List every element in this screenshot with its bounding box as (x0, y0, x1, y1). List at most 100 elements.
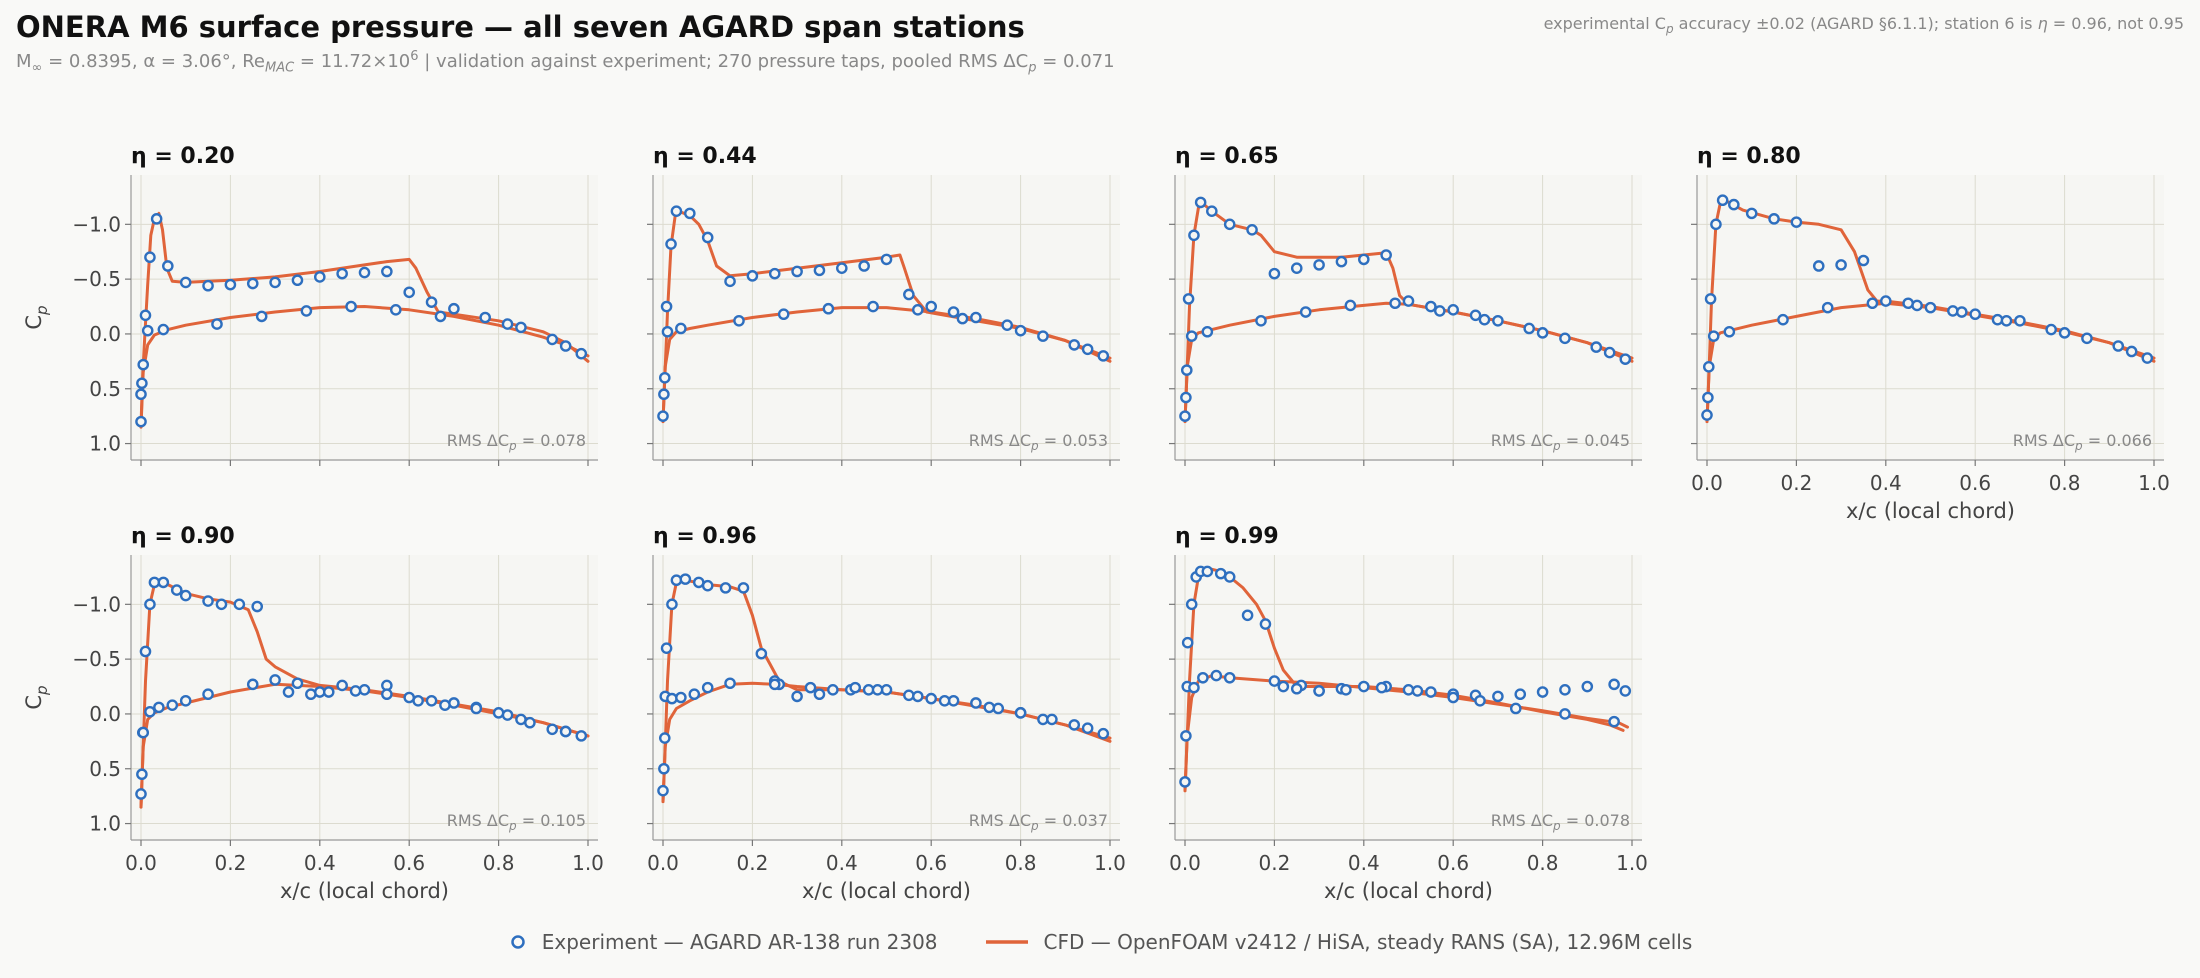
experiment-point (1447, 304, 1459, 316)
experiment-point (1097, 727, 1110, 740)
subtitle: M∞ = 0.8395, α = 3.06°, ReMAC = 11.72×10… (16, 49, 1115, 76)
x-tick-label: 0.2 (1258, 851, 1290, 875)
x-axis-label: x/c (local chord) (280, 879, 449, 903)
experiment-point (768, 267, 781, 280)
experiment-point (1223, 571, 1236, 583)
experiment-point (1206, 205, 1218, 217)
experiment-point (425, 694, 438, 707)
experiment-point (1081, 722, 1094, 734)
experiment-point (658, 762, 670, 775)
experiment-point (1619, 685, 1632, 697)
experiment-point (1358, 680, 1370, 693)
x-tick-label: 0.6 (915, 851, 947, 875)
experiment-point (1704, 293, 1717, 305)
experiment-point (1447, 691, 1459, 704)
experiment-point (1268, 675, 1281, 687)
plot-background (1175, 175, 1642, 460)
experiment-point (1902, 297, 1914, 310)
experiment-point (1723, 325, 1736, 338)
legend: Experiment — AGARD AR-138 run 2308 CFD —… (0, 930, 2200, 954)
experiment-point (1425, 300, 1437, 313)
plot-background (653, 555, 1120, 840)
note-part: p (1665, 22, 1674, 37)
rms-annotation: RMS ΔCp = 0.045 (1491, 431, 1630, 453)
experiment-point (1710, 218, 1722, 231)
experiment-point (1185, 598, 1198, 611)
x-tick-label: 0.4 (304, 851, 336, 875)
rms-value: = 0.105 (517, 811, 586, 830)
experiment-point (179, 276, 192, 289)
experiment-point (1223, 671, 1236, 684)
note-part: accuracy ±0.02 (AGARD §6.1.1); station 6… (1673, 14, 2038, 33)
experiment-point (1380, 249, 1392, 261)
rms-prefix: RMS ΔC (969, 431, 1031, 450)
experiment-point (1037, 330, 1049, 342)
experiment-point (813, 264, 826, 277)
experiment-point (412, 694, 424, 707)
experiment-point (1492, 314, 1504, 327)
experiment-point (2000, 314, 2013, 327)
x-tick-label: 0.0 (1691, 471, 1723, 495)
rms-annotation: RMS ΔCp = 0.078 (447, 431, 586, 453)
experiment-point (983, 701, 996, 714)
experiment-point (701, 579, 714, 592)
y-tick-label: 0.5 (89, 757, 121, 781)
experiment-point (170, 584, 183, 596)
experiment-point (1745, 207, 1758, 220)
experiment-point (448, 302, 460, 315)
experiment-point (246, 678, 259, 691)
rms-annotation: RMS ΔCp = 0.105 (447, 811, 586, 833)
experiment-point (1290, 682, 1303, 695)
rms-annotation: RMS ΔCp = 0.053 (969, 431, 1108, 453)
experiment-point (1375, 681, 1388, 694)
x-tick-label: 1.0 (2138, 471, 2170, 495)
x-tick-label: 0.4 (1348, 851, 1380, 875)
experiment-point (1768, 213, 1780, 225)
experiment-point (246, 277, 259, 290)
experiment-point (1492, 690, 1504, 703)
experiment-point (1344, 299, 1357, 312)
experiment-point (358, 684, 371, 696)
rms-value: = 0.078 (517, 431, 586, 450)
panel-7: 0.0 0.2 0.4 0.6 0.8 1.0 x/c (local chord) η = 0… (1169, 524, 1648, 903)
experiment-point (1188, 681, 1200, 694)
experiment-point (233, 598, 246, 611)
x-tick-label: 0.2 (736, 851, 768, 875)
note-part: η (2037, 14, 2048, 33)
rms-value: = 0.045 (1561, 431, 1630, 450)
y-axis-label-sub: p (33, 305, 51, 316)
note-part: experimental C (1543, 14, 1666, 33)
x-tick-label: 0.8 (1005, 851, 1037, 875)
experiment-point (658, 371, 671, 384)
panel-title: η = 0.20 (131, 144, 235, 169)
panel-title: η = 0.65 (1175, 144, 1279, 169)
experiment-point (2141, 352, 2154, 364)
experiment-point (777, 308, 790, 321)
experiment-point (911, 690, 924, 703)
experiment-point (1068, 719, 1081, 731)
plot-background (1175, 555, 1642, 840)
experiment-point (153, 701, 165, 714)
experiment-point (827, 684, 839, 696)
plot-background (131, 175, 598, 460)
experiment-point (575, 730, 588, 742)
legend-item-cfd: CFD — OpenFOAM v2412 / HiSA, steady RANS… (984, 930, 1692, 954)
panel-5: −1.0−0.50.00.51.00.0 0.2 0.4 0.6 0.8 1.0x/c (… (22, 524, 604, 903)
experiment-point (575, 347, 588, 360)
panel-3: η = 0.65 RMS ΔCp = 0.045 (1169, 144, 1642, 466)
rms-sub: p (1552, 819, 1561, 833)
x-tick-label: 1.0 (1094, 851, 1126, 875)
experiment-point (858, 260, 870, 272)
experiment-point (1277, 680, 1290, 693)
rms-prefix: RMS ΔC (1491, 431, 1553, 450)
experiment-point (1197, 671, 1209, 684)
subtitle-part: M (16, 51, 32, 72)
experiment-point (1181, 636, 1194, 649)
experiment-point (403, 286, 416, 299)
experiment-point (684, 207, 696, 220)
experiment-point (1559, 708, 1571, 720)
experiment-point (1924, 301, 1937, 314)
x-tick-label: 0.2 (1780, 471, 1812, 495)
experiment-point (804, 681, 817, 694)
